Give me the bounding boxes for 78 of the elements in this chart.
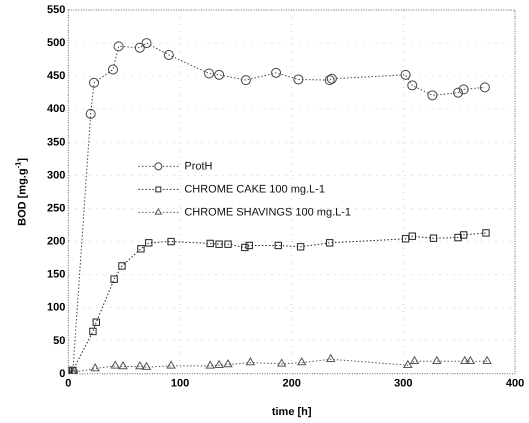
legend-label: CHROME SHAVINGS 100 mg.L-1 [184, 206, 352, 218]
x-axis-title: time [h] [272, 406, 312, 418]
y-tick-label: 500 [46, 37, 66, 50]
point [167, 238, 175, 246]
point [108, 64, 118, 75]
y-tick-label: 400 [46, 103, 66, 116]
point [277, 358, 286, 367]
y-tick-label: 150 [46, 268, 66, 281]
point [142, 38, 152, 48]
point [460, 356, 470, 364]
x-tick-label: 100 [170, 377, 190, 390]
point [92, 318, 100, 326]
point [296, 243, 304, 250]
point [326, 239, 334, 247]
point [293, 74, 304, 84]
point [454, 234, 462, 242]
x-tick-label: 200 [282, 377, 301, 390]
point [482, 229, 490, 237]
point [246, 358, 255, 366]
point [118, 362, 128, 370]
point [480, 82, 490, 92]
point [410, 356, 419, 364]
point [271, 68, 282, 78]
point [166, 360, 176, 369]
point [466, 356, 475, 364]
x-tick-label: 400 [506, 377, 524, 390]
point [453, 88, 464, 98]
y-tick-label: 250 [46, 202, 66, 214]
point [214, 360, 224, 368]
point [241, 244, 248, 252]
point [408, 232, 416, 240]
y-tick-label: 50 [53, 334, 66, 347]
point [145, 239, 152, 247]
y-tick-label: 550 [46, 4, 66, 16]
point [89, 328, 97, 336]
point [432, 356, 442, 364]
point [215, 240, 223, 248]
legend-label: ProtH [184, 160, 213, 172]
point [274, 242, 282, 250]
point [118, 262, 126, 270]
point [402, 235, 410, 243]
point [326, 354, 336, 362]
point [430, 234, 438, 242]
point [214, 70, 224, 80]
point [114, 41, 124, 52]
point [407, 80, 418, 90]
x-tick-label: 300 [394, 377, 413, 390]
point [110, 360, 120, 369]
point [482, 356, 492, 364]
y-tick-label: 200 [46, 236, 66, 248]
point [206, 240, 214, 248]
point [135, 362, 144, 370]
point [134, 42, 145, 53]
point [142, 362, 151, 370]
point [240, 75, 251, 86]
point [164, 50, 174, 60]
point [246, 242, 253, 250]
point [427, 90, 438, 100]
point [458, 84, 469, 94]
point [206, 360, 215, 369]
point [460, 231, 468, 239]
point [86, 108, 96, 119]
y-tick-label: 0 [59, 368, 66, 380]
y-tick-label: 100 [46, 302, 66, 314]
y-tick-label: 350 [46, 136, 66, 148]
point [403, 360, 412, 368]
point [224, 240, 232, 248]
point [400, 70, 411, 80]
point [204, 68, 214, 78]
point [224, 360, 232, 368]
point [89, 78, 100, 88]
point [297, 358, 306, 366]
y-tick-label: 300 [46, 169, 66, 182]
point [110, 276, 118, 283]
point [137, 245, 145, 252]
point [90, 364, 100, 372]
y-tick-label: 450 [46, 70, 66, 82]
legend-label: CHROME CAKE 100 mg.L-1 [184, 183, 325, 196]
